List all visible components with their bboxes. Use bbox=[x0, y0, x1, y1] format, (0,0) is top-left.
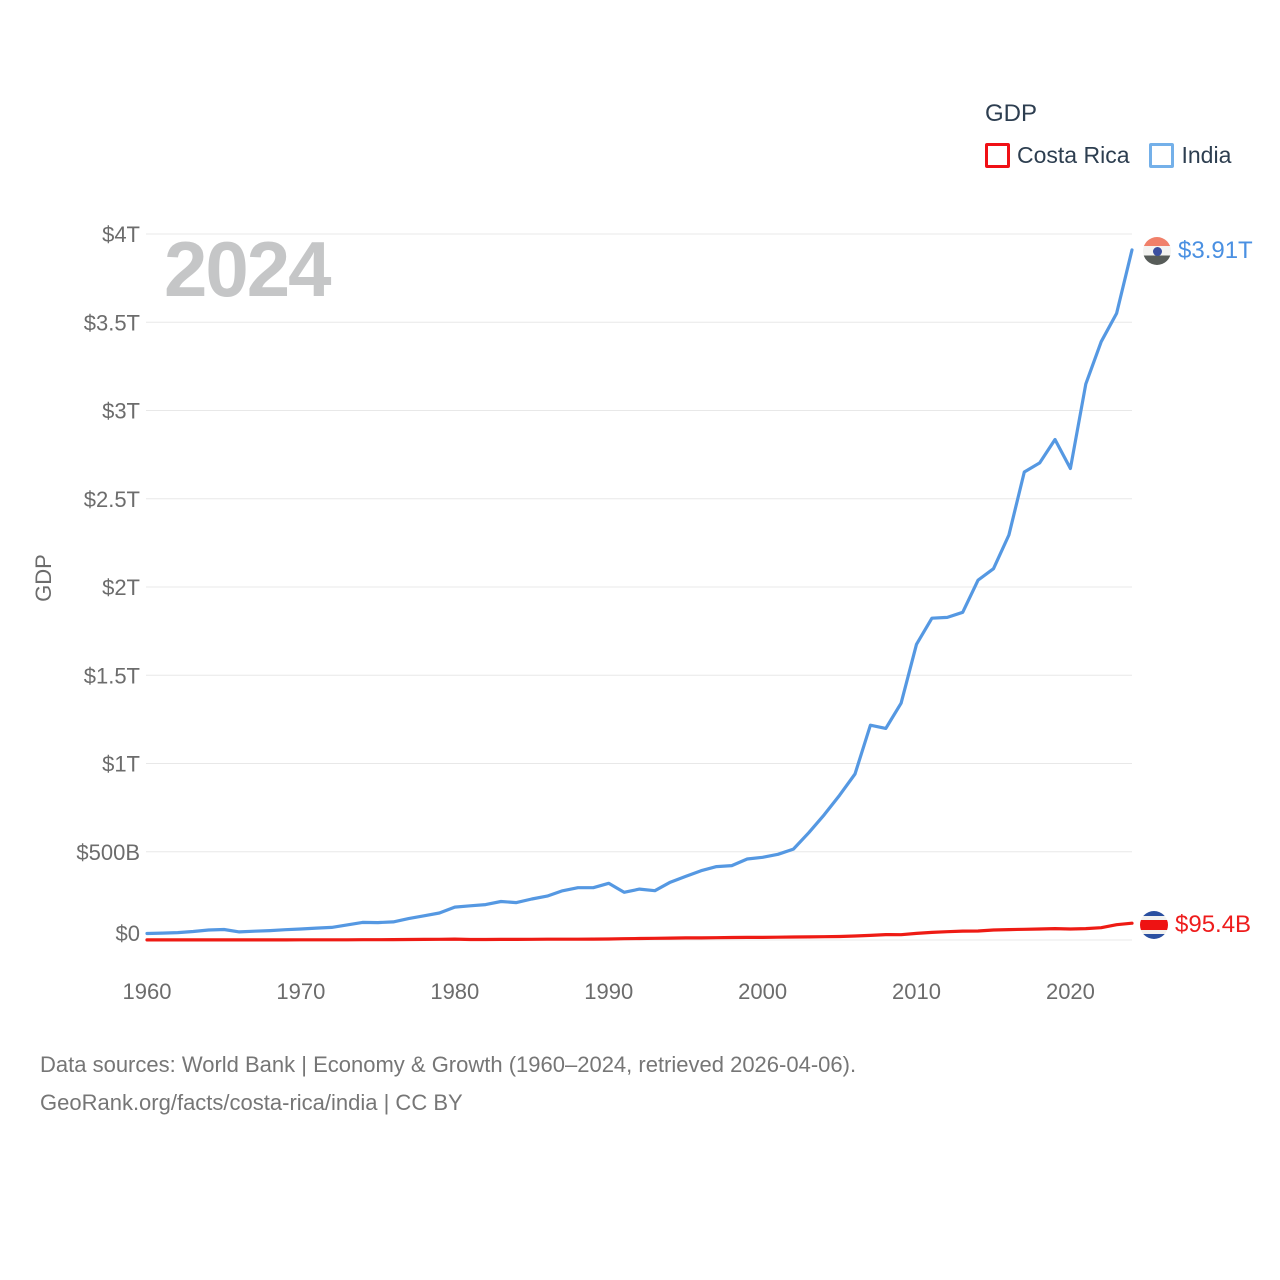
india-flag-icon bbox=[1143, 237, 1171, 265]
year-watermark: 2024 bbox=[164, 225, 332, 313]
legend-items: Costa Rica India bbox=[985, 142, 1231, 169]
x-axis-tick-label: 1980 bbox=[430, 979, 479, 1004]
x-axis-tick-label: 2000 bbox=[738, 979, 787, 1004]
y-axis-tick-label: $4T bbox=[102, 222, 140, 247]
y-axis-tick-label: $2.5T bbox=[84, 487, 140, 512]
costa-rica-flag-icon bbox=[1140, 911, 1168, 939]
legend-item-india[interactable]: India bbox=[1149, 142, 1231, 169]
y-axis-tick-label: $2T bbox=[102, 575, 140, 600]
y-axis-tick-label: $3T bbox=[102, 399, 140, 424]
india-swatch-icon bbox=[1149, 143, 1175, 168]
y-axis-tick-label: $1T bbox=[102, 752, 140, 777]
costa-rica-swatch-icon bbox=[985, 143, 1010, 168]
legend-item-costa-rica[interactable]: Costa Rica bbox=[985, 142, 1129, 169]
data-source-attribution: Data sources: World Bank | Economy & Gro… bbox=[40, 1046, 856, 1122]
x-axis-tick-label: 1990 bbox=[584, 979, 633, 1004]
y-axis-tick-label: $3.5T bbox=[84, 310, 140, 335]
costa-rica-end-value: $95.4B bbox=[1175, 911, 1252, 938]
series-line-costa-rica bbox=[145, 921, 1134, 942]
series-line-india bbox=[145, 248, 1134, 936]
india-end-label: $3.91T bbox=[1143, 237, 1253, 265]
legend-item-label: India bbox=[1181, 142, 1232, 168]
y-axis-tick-label: $500B bbox=[76, 840, 140, 865]
source-line-2: GeoRank.org/facts/costa-rica/india | CC … bbox=[40, 1090, 463, 1115]
chart-legend: GDP Costa Rica India bbox=[985, 100, 1231, 169]
x-axis-tick-label: 2010 bbox=[892, 979, 941, 1004]
india-end-value: $3.91T bbox=[1178, 237, 1253, 264]
y-axis-tick-label: $1.5T bbox=[84, 663, 140, 688]
costa-rica-end-label: $95.4B bbox=[1140, 911, 1251, 939]
x-axis-tick-label: 1960 bbox=[123, 979, 172, 1004]
source-line-1: Data sources: World Bank | Economy & Gro… bbox=[40, 1052, 857, 1077]
x-axis-tick-label: 1970 bbox=[276, 979, 325, 1004]
legend-title: GDP bbox=[985, 100, 1038, 127]
x-axis-tick-label: 2020 bbox=[1046, 979, 1095, 1004]
chakra-icon bbox=[1152, 246, 1162, 256]
legend-item-label: Costa Rica bbox=[1017, 142, 1130, 168]
y-axis-tick-label: $0 bbox=[116, 921, 140, 946]
